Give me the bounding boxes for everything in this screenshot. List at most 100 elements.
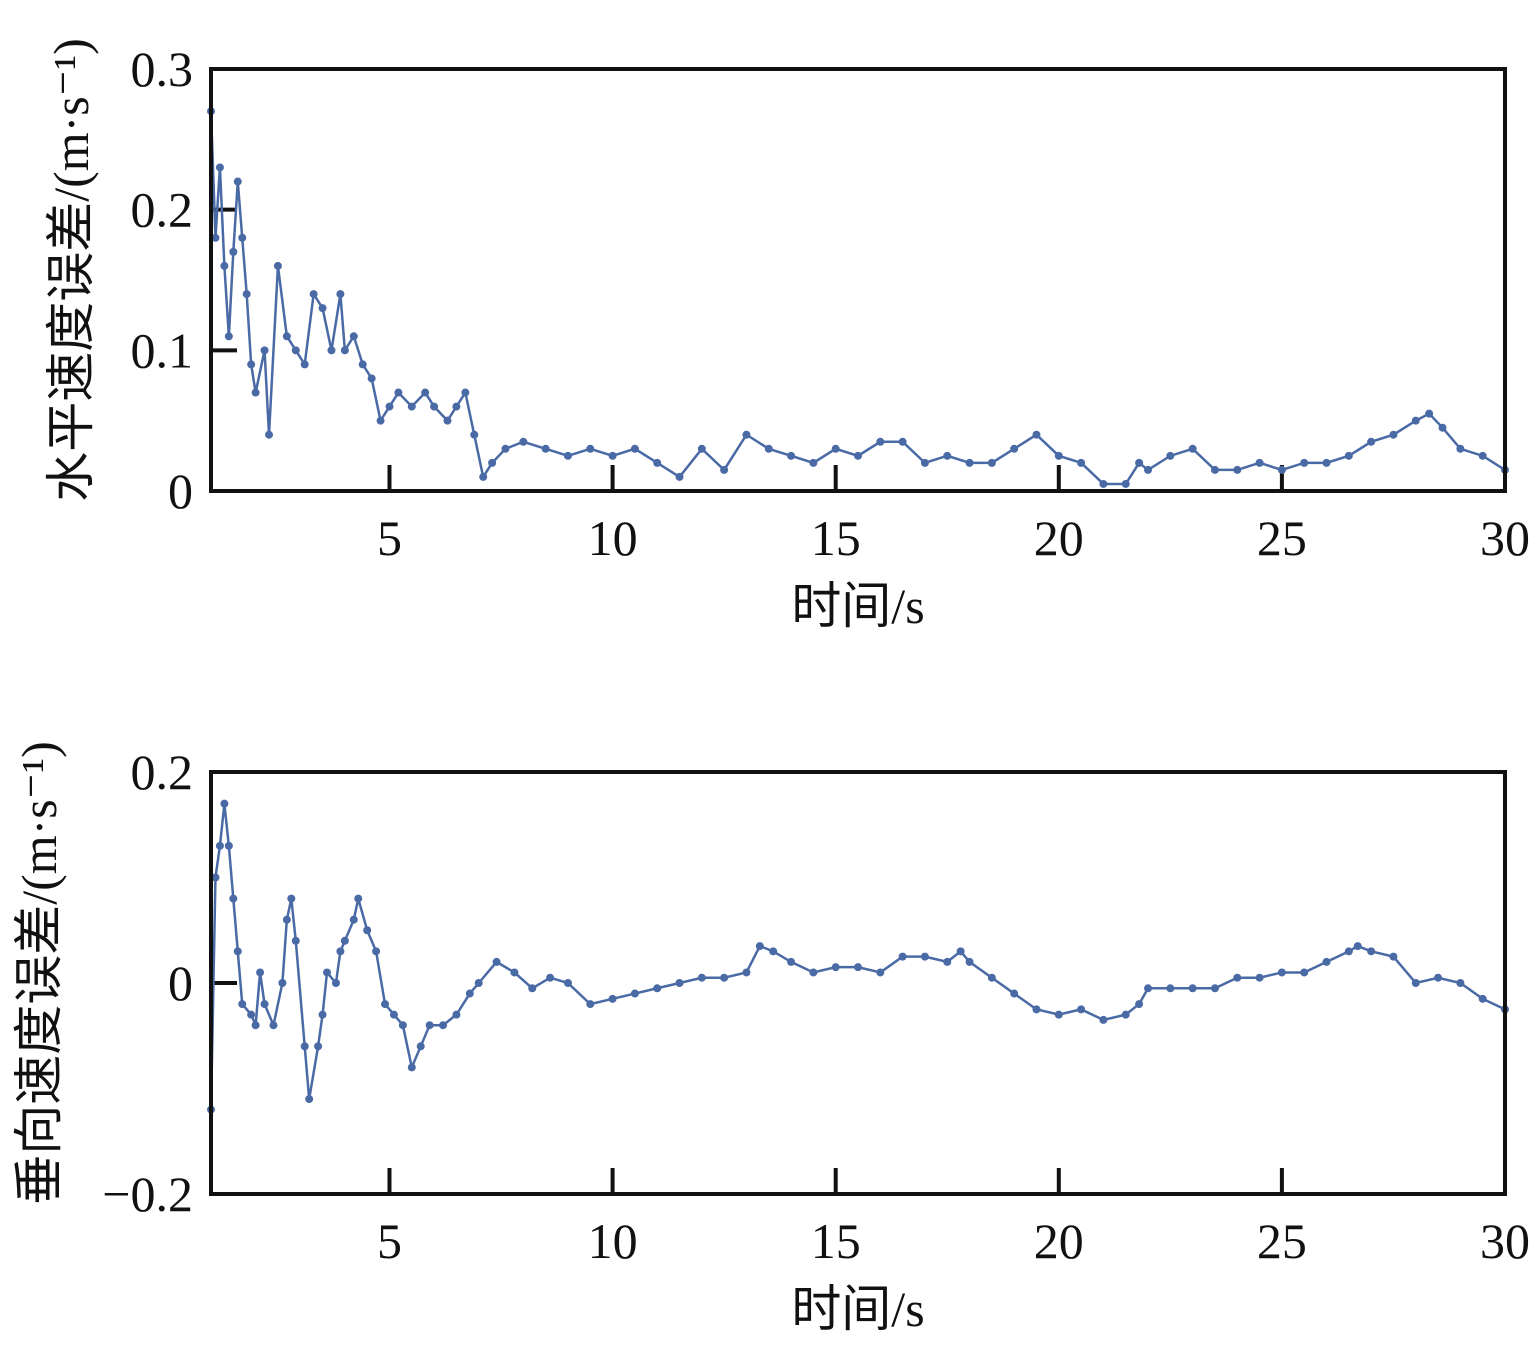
marker xyxy=(1344,451,1353,460)
marker xyxy=(474,979,483,987)
x-tick-label: 5 xyxy=(377,1213,402,1269)
plot-frame xyxy=(209,770,1507,1196)
marker xyxy=(300,1042,309,1051)
marker xyxy=(251,388,260,397)
marker xyxy=(898,437,907,446)
marker xyxy=(425,1021,434,1030)
marker xyxy=(1478,451,1487,460)
marker xyxy=(987,973,996,982)
marker xyxy=(247,360,256,369)
marker xyxy=(224,841,233,850)
marker xyxy=(215,163,224,172)
y-tick-label: 0.1 xyxy=(131,322,194,378)
marker xyxy=(385,402,394,411)
y-tick-label: −0.2 xyxy=(102,1166,193,1222)
marker xyxy=(323,968,332,977)
marker xyxy=(1077,1005,1086,1014)
marker xyxy=(1277,968,1286,977)
marker xyxy=(265,430,274,439)
y-axis-title: 垂向速度误差/(m·s⁻¹) xyxy=(11,741,67,1205)
marker xyxy=(1389,430,1398,439)
marker xyxy=(363,926,372,935)
marker xyxy=(943,957,952,966)
marker xyxy=(220,261,229,270)
marker xyxy=(586,1000,595,1009)
marker xyxy=(358,360,367,369)
marker xyxy=(452,1010,461,1019)
marker xyxy=(809,458,818,467)
marker xyxy=(340,346,349,355)
marker xyxy=(260,346,269,355)
marker xyxy=(1353,942,1362,951)
marker xyxy=(943,451,952,460)
y-tick-label: 0.3 xyxy=(131,41,194,97)
marker xyxy=(1210,984,1219,993)
marker xyxy=(956,947,965,956)
marker xyxy=(920,458,929,467)
marker xyxy=(282,915,291,924)
x-tick-label: 25 xyxy=(1257,1213,1307,1269)
marker xyxy=(1121,1010,1130,1019)
x-axis-title: 时间/s xyxy=(791,578,924,634)
marker xyxy=(563,451,572,460)
marker xyxy=(340,936,349,945)
marker xyxy=(443,416,452,425)
marker xyxy=(1389,952,1398,961)
marker xyxy=(675,979,684,987)
marker xyxy=(854,451,862,460)
marker xyxy=(831,444,840,453)
marker xyxy=(416,1042,425,1051)
marker xyxy=(1144,984,1153,993)
marker xyxy=(586,444,595,453)
marker xyxy=(720,465,729,474)
marker xyxy=(376,416,385,425)
marker xyxy=(233,947,242,956)
y-tick-label: 0.2 xyxy=(131,182,194,238)
marker xyxy=(318,304,327,313)
marker xyxy=(1322,957,1331,966)
marker xyxy=(1188,444,1197,453)
marker xyxy=(742,968,751,977)
line xyxy=(209,111,1506,486)
marker xyxy=(389,1010,398,1019)
marker xyxy=(251,1021,260,1030)
marker xyxy=(1054,451,1063,460)
marker xyxy=(1255,973,1264,982)
marker xyxy=(282,332,291,341)
marker xyxy=(541,444,550,453)
marker xyxy=(965,957,974,966)
marker xyxy=(336,290,345,299)
marker xyxy=(1478,994,1487,1003)
marker xyxy=(630,989,639,998)
y-tick-label: 0 xyxy=(168,955,193,1011)
marker xyxy=(720,973,729,982)
marker xyxy=(327,346,336,355)
marker xyxy=(854,963,862,972)
marker xyxy=(309,290,318,299)
marker xyxy=(372,947,381,956)
marker xyxy=(479,472,488,481)
marker xyxy=(630,444,639,453)
marker xyxy=(1300,968,1309,977)
marker xyxy=(764,444,773,453)
marker xyxy=(1032,430,1041,439)
marker xyxy=(349,332,358,341)
marker xyxy=(697,444,706,453)
marker xyxy=(1425,409,1434,418)
marker xyxy=(394,388,403,397)
marker xyxy=(1054,1010,1063,1019)
marker xyxy=(349,915,358,924)
marker xyxy=(519,437,528,446)
marker xyxy=(898,952,907,961)
marker xyxy=(1099,1015,1108,1024)
marker xyxy=(876,968,885,977)
marker xyxy=(1166,984,1175,993)
marker xyxy=(273,261,282,270)
marker xyxy=(354,894,363,903)
marker xyxy=(1344,947,1353,956)
x-tick-label: 10 xyxy=(588,1213,638,1269)
marker xyxy=(278,979,287,987)
marker xyxy=(256,968,265,977)
marker xyxy=(697,973,706,982)
